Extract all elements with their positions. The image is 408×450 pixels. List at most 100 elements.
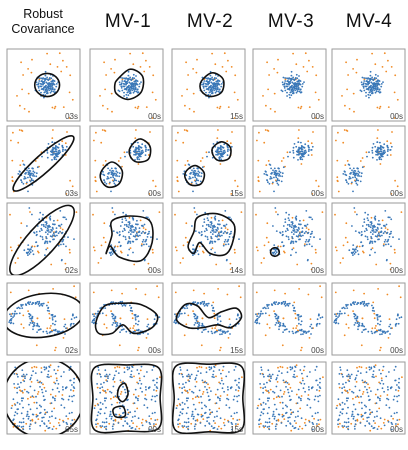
inlier-point [361,166,364,169]
inlier-point [70,423,72,425]
inlier-point [280,89,283,92]
inlier-point [314,369,317,371]
outlier-point [93,139,95,142]
decision-boundary [269,246,281,258]
outlier-point [128,216,131,219]
outlier-point [68,91,71,94]
inlier-point [287,420,289,423]
runtime-label: 02s [65,266,78,275]
inlier-point [276,178,279,180]
inlier-point [228,406,231,409]
inlier-point [131,83,134,86]
inlier-point [298,232,301,235]
inlier-point [302,387,305,390]
inlier-point [354,322,357,324]
inlier-point [216,314,219,317]
inlier-point [16,425,19,427]
inlier-point [149,428,151,431]
inlier-point [36,379,39,382]
panel-two-moons-4: 00s [331,282,406,356]
inlier-point [292,149,295,152]
inlier-point [197,170,200,173]
inlier-point [198,389,201,392]
inlier-point [227,388,229,391]
inlier-point [37,83,40,86]
inlier-point [28,169,31,172]
outlier-point [310,262,313,265]
inlier-point [43,368,46,371]
outlier-point [200,413,203,416]
inlier-point [266,174,269,177]
outlier-point [343,334,346,337]
outlier-point [393,248,396,251]
inlier-point [29,314,32,317]
outlier-point [375,375,377,378]
inlier-point [148,415,151,417]
outlier-point [23,388,26,391]
inlier-point [374,251,376,254]
inlier-point [227,330,229,333]
inlier-point [335,315,337,318]
outlier-point [104,241,107,244]
outlier-point [111,110,113,113]
inlier-point [346,390,349,392]
inlier-point [339,369,342,371]
inlier-point [40,382,43,384]
inlier-point [380,227,383,230]
inlier-point [267,369,270,372]
outlier-point [116,365,119,368]
inlier-point [297,428,300,430]
inlier-point [117,422,120,424]
inlier-point [103,381,105,384]
inlier-point [194,301,197,303]
inlier-point [216,415,218,418]
outlier-point [54,395,57,397]
outlier-point [196,419,199,422]
outlier-point [52,425,55,428]
inlier-point [125,82,127,84]
inlier-point [196,250,199,252]
inlier-point [48,376,50,379]
outlier-point [137,163,140,165]
inlier-point [217,396,219,399]
inlier-point [201,379,204,382]
inlier-point [197,174,199,177]
inlier-point [133,88,136,91]
inlier-point [361,324,364,327]
inlier-point [197,173,200,176]
inlier-point [134,235,137,238]
outlier-point [187,314,190,317]
inlier-point [195,178,198,180]
outlier-point [117,160,120,162]
outlier-point [18,129,21,131]
outlier-point [268,74,270,76]
outlier-point [315,74,318,77]
inlier-point [46,227,49,230]
inlier-point [209,398,211,401]
inlier-point [298,228,300,230]
inlier-point [51,80,54,83]
inlier-point [369,413,371,416]
inlier-point [20,381,22,384]
inlier-point [284,325,287,328]
outlier-point [374,327,376,329]
inlier-point [198,324,201,327]
inlier-point [107,177,110,180]
inlier-point [54,148,57,150]
inlier-point [52,396,54,399]
inlier-point [390,245,392,248]
inlier-point [25,373,28,376]
outlier-point [390,193,393,195]
inlier-point [36,331,38,333]
outlier-point [145,337,148,339]
inlier-point [289,96,291,99]
outlier-point [339,262,342,264]
inlier-point [108,415,111,417]
inlier-point [304,149,307,152]
inlier-point [363,305,366,307]
inlier-point [218,238,220,241]
outlier-point [372,301,375,304]
inlier-point [386,232,388,235]
inlier-point [132,145,135,148]
inlier-point [368,86,371,88]
